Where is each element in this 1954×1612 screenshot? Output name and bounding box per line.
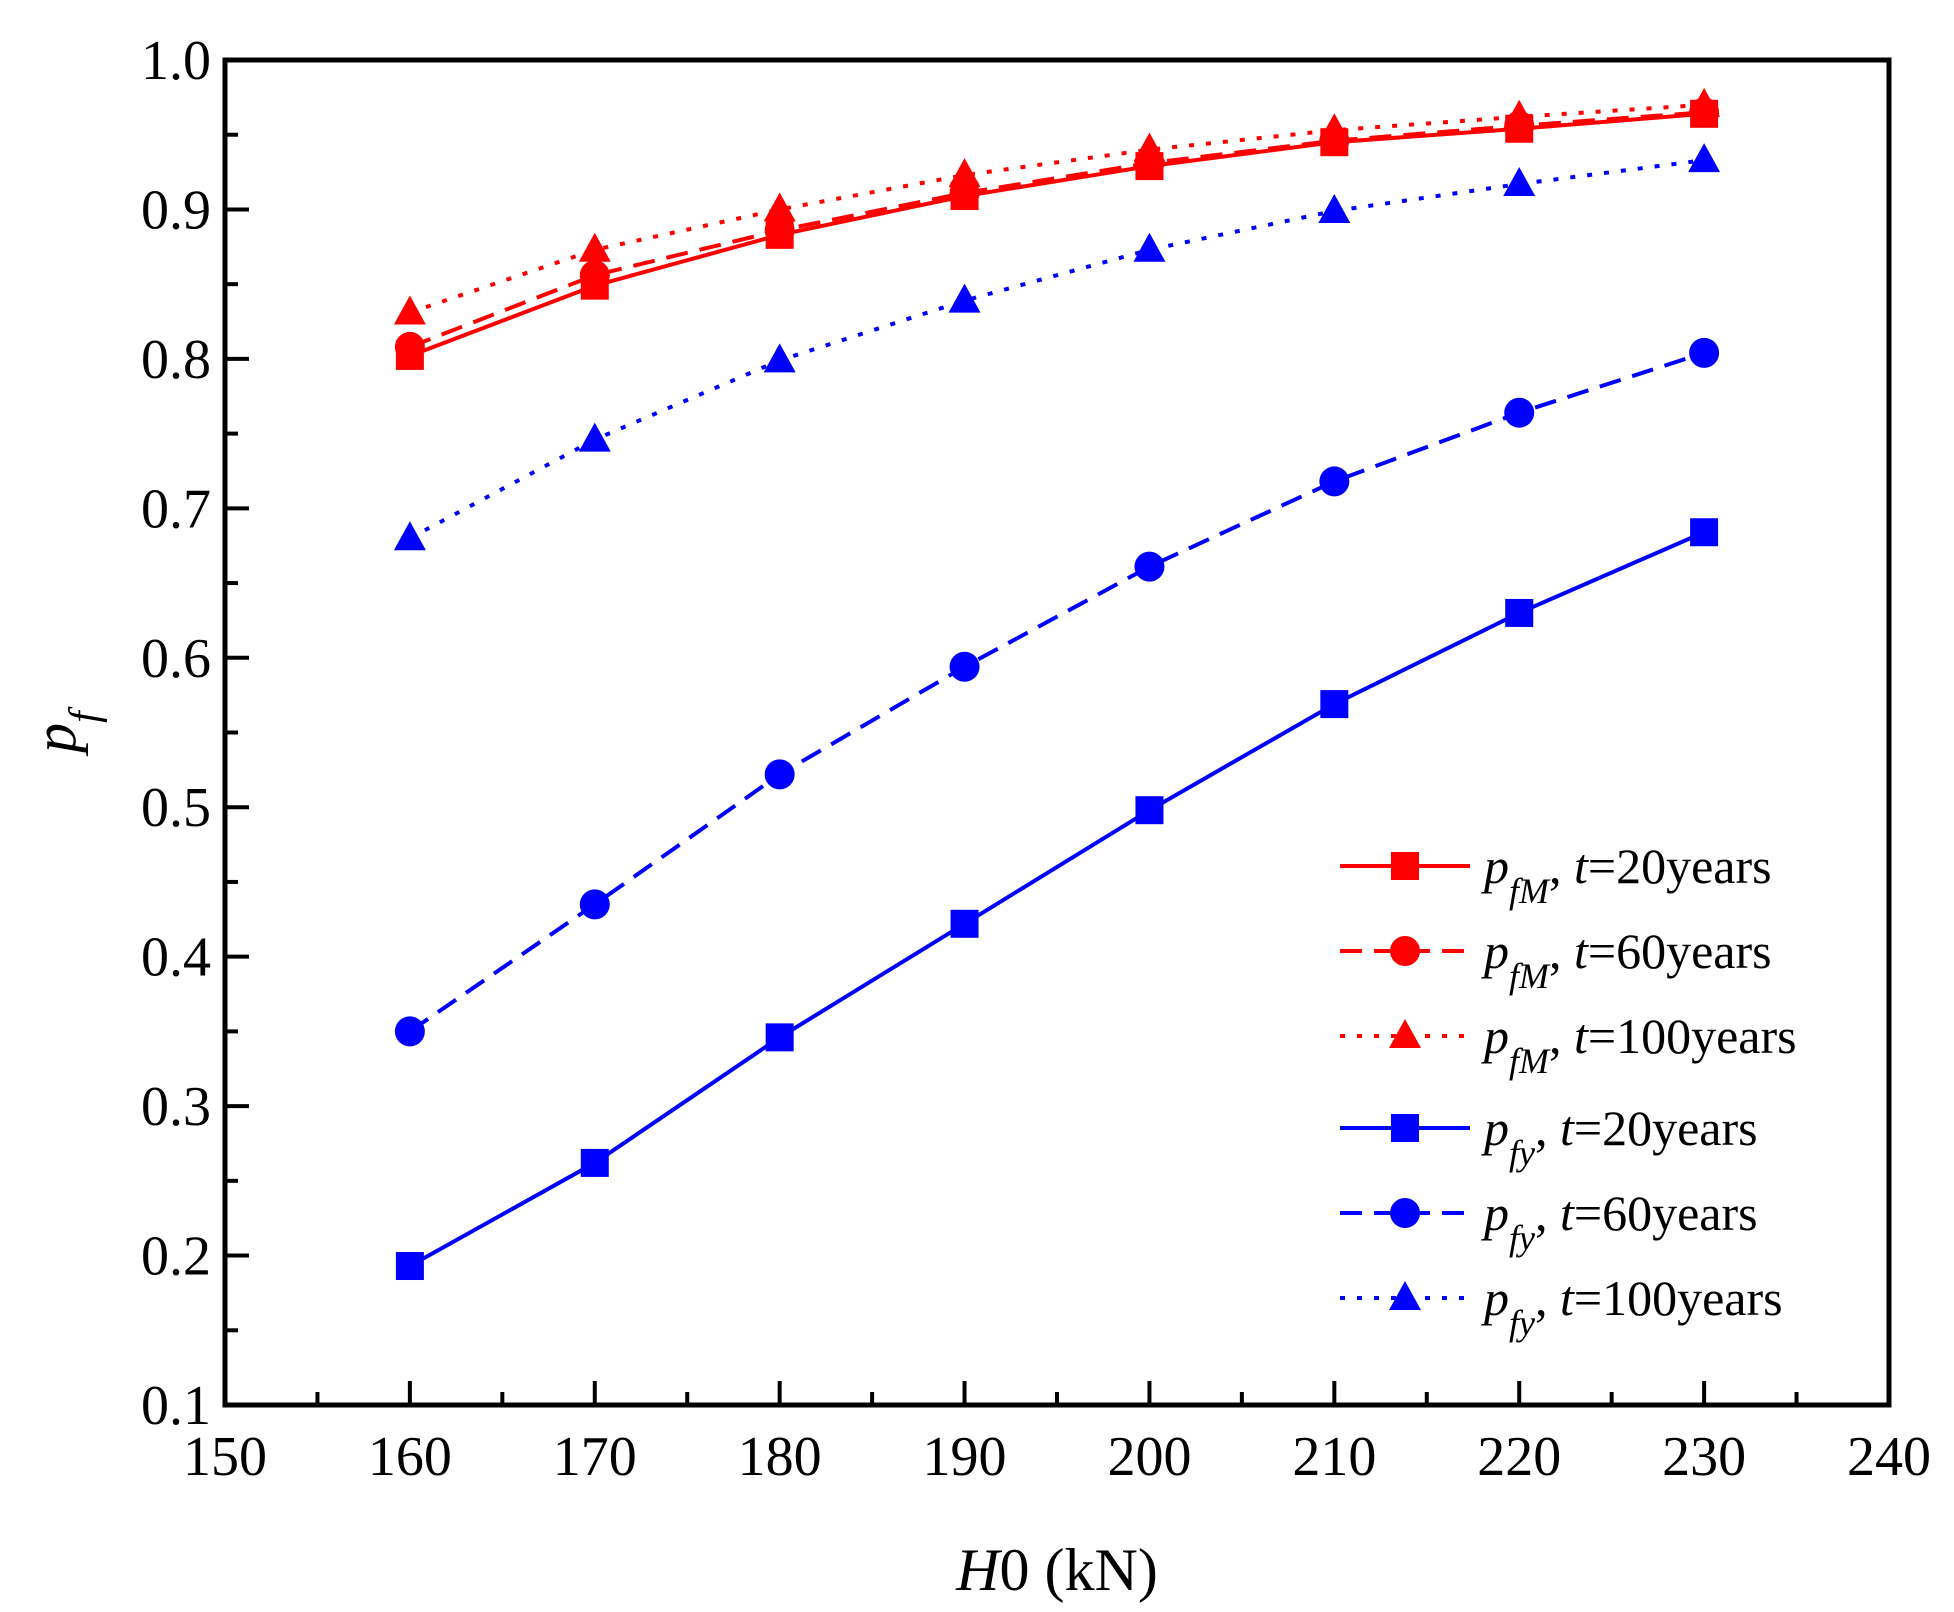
x-tick-label: 200 <box>1107 1426 1191 1488</box>
y-tick-label: 0.3 <box>141 1076 211 1138</box>
data-point <box>949 651 980 682</box>
legend-label: pfy, t=60years <box>1481 1185 1758 1258</box>
data-point <box>1690 518 1719 547</box>
series-2 <box>394 97 1720 362</box>
legend-entry: pfy, t=20years <box>1340 1100 1758 1173</box>
legend-marker <box>1389 1281 1421 1310</box>
data-point <box>763 192 796 222</box>
data-point <box>950 909 979 938</box>
x-tick-label: 240 <box>1847 1426 1931 1488</box>
data-point <box>1503 167 1536 197</box>
data-point <box>763 343 796 373</box>
x-tick-label: 190 <box>923 1426 1007 1488</box>
legend-entry: pfM, t=100years <box>1340 1008 1797 1081</box>
series-5 <box>394 337 1720 1047</box>
series-line <box>409 102 1705 315</box>
data-point <box>1319 466 1350 497</box>
y-tick-label: 1.0 <box>141 30 211 92</box>
x-tick-label: 150 <box>183 1426 267 1488</box>
y-axis-title: pf <box>22 706 108 757</box>
data-point <box>764 215 795 246</box>
data-point <box>393 295 426 325</box>
data-point <box>1503 99 1536 129</box>
legend-label: pfM, t=20years <box>1481 838 1772 911</box>
data-point <box>948 283 981 313</box>
data-point <box>395 1252 424 1281</box>
y-tick-label: 0.5 <box>141 777 211 839</box>
series-line <box>409 110 1705 349</box>
data-point <box>394 331 425 362</box>
series-4 <box>395 518 1719 1281</box>
legend-marker <box>1390 936 1420 966</box>
legend-label: pfM, t=60years <box>1481 923 1772 996</box>
data-point <box>764 759 795 790</box>
data-point <box>1688 87 1721 117</box>
data-point <box>765 1023 794 1052</box>
data-point <box>1133 232 1166 262</box>
y-tick-label: 0.2 <box>141 1226 211 1288</box>
data-point <box>1689 337 1720 368</box>
legend-marker <box>1391 1114 1419 1142</box>
data-point <box>394 1016 425 1047</box>
data-point <box>1133 132 1166 162</box>
x-tick-label: 170 <box>553 1426 637 1488</box>
legend-label: pfM, t=100years <box>1481 1008 1797 1081</box>
data-point <box>578 232 611 262</box>
data-point <box>948 158 981 188</box>
x-tick-label: 160 <box>368 1426 452 1488</box>
data-point <box>578 422 611 452</box>
data-point <box>1135 796 1164 825</box>
legend-entry: pfM, t=20years <box>1340 838 1772 911</box>
data-point <box>1318 193 1351 223</box>
y-tick-label: 0.6 <box>141 628 211 690</box>
axis-ticks: 150 160 170 180 190 200 210 220 230 240 0.1 0.2 0.3 0… <box>141 30 1931 1488</box>
legend-entry: pfM, t=60years <box>1340 923 1772 996</box>
data-point <box>1688 143 1721 173</box>
y-tick-label: 0.4 <box>141 927 211 989</box>
x-tick-label: 220 <box>1477 1426 1561 1488</box>
legend-marker <box>1389 1019 1421 1048</box>
y-tick-label: 0.1 <box>141 1375 211 1437</box>
series-group <box>393 87 1721 1281</box>
legend-label: pfy, t=100years <box>1481 1270 1783 1343</box>
series-line <box>408 351 1705 1034</box>
legend-label: pfy, t=20years <box>1481 1100 1758 1173</box>
x-tick-label: 210 <box>1292 1426 1376 1488</box>
legend-marker <box>1391 852 1419 880</box>
legend-entry: pfy, t=100years <box>1340 1270 1783 1343</box>
x-tick-label: 230 <box>1662 1426 1746 1488</box>
y-tick-label: 0.7 <box>141 478 211 540</box>
data-point <box>1504 397 1535 428</box>
series-line <box>408 158 1705 540</box>
series-line <box>408 530 1705 1268</box>
series-6 <box>393 143 1721 551</box>
y-tick-label: 0.8 <box>141 329 211 391</box>
legend: pfM, t=20years pfM, t=60years pfM, t=100ye… <box>1340 838 1797 1343</box>
data-point <box>1320 690 1349 719</box>
data-point <box>580 1148 609 1177</box>
legend-entry: pfy, t=60years <box>1340 1185 1758 1258</box>
x-axis-title: H0 (kN) <box>955 1537 1158 1603</box>
data-point <box>579 889 610 920</box>
data-point <box>1318 113 1351 143</box>
legend-marker <box>1390 1198 1420 1228</box>
data-point <box>393 521 426 551</box>
series-3 <box>393 87 1721 325</box>
y-tick-label: 0.9 <box>141 179 211 241</box>
data-point <box>1505 598 1534 627</box>
x-tick-label: 180 <box>738 1426 822 1488</box>
data-point <box>1134 551 1165 582</box>
data-point <box>579 260 610 291</box>
series-line <box>409 111 1705 358</box>
